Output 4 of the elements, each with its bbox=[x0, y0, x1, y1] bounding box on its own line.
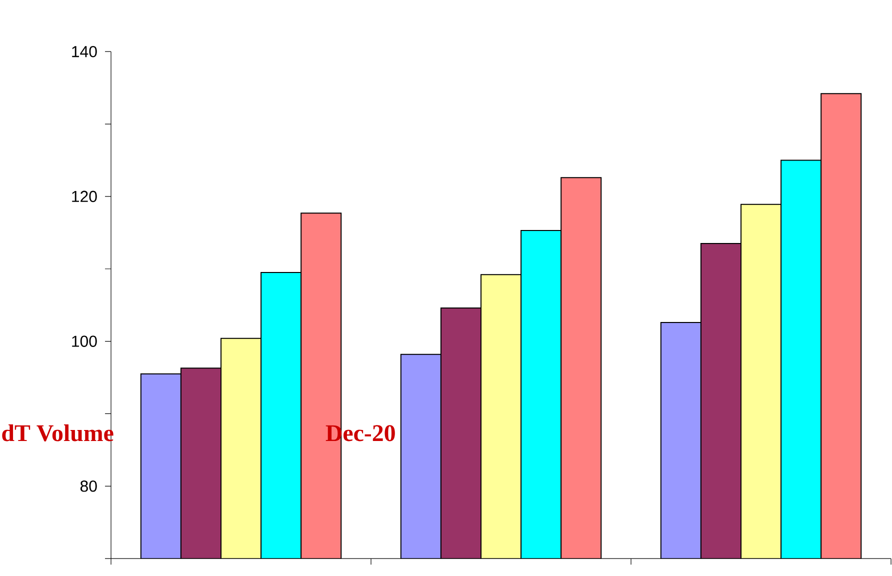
y-tick-label: 120 bbox=[72, 190, 97, 202]
y-tick-label: 80 bbox=[80, 480, 97, 492]
y-tick-label: 100 bbox=[72, 336, 97, 347]
y-tick-label: 140 bbox=[72, 46, 97, 58]
